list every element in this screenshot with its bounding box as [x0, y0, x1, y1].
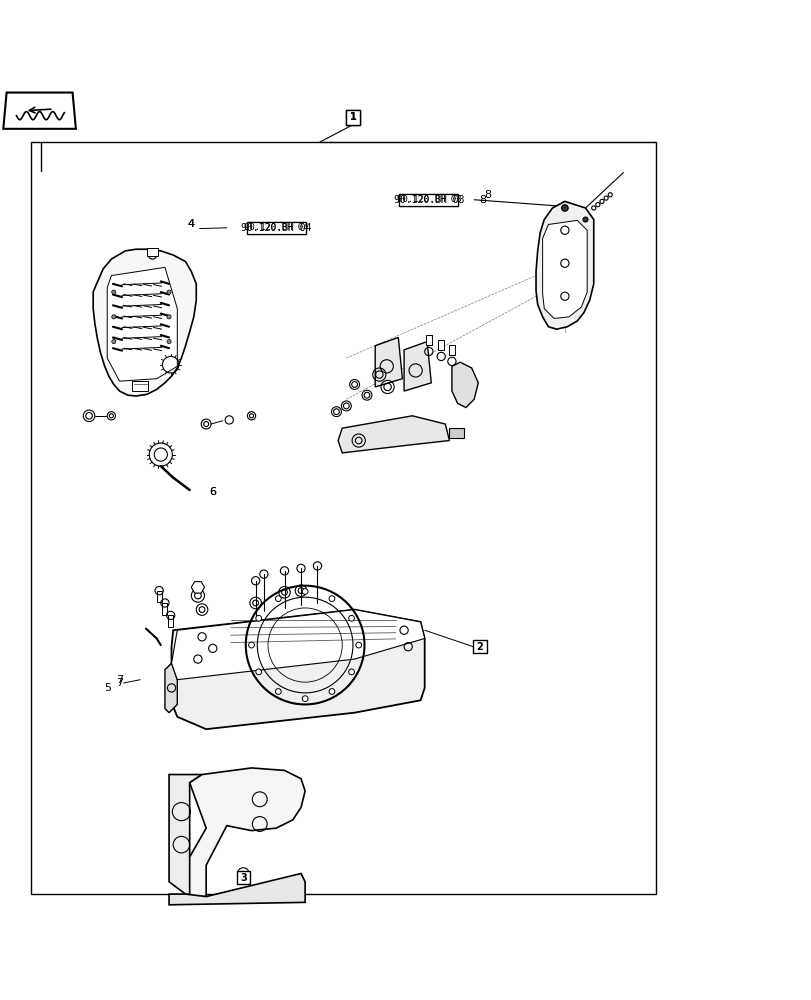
Polygon shape [107, 267, 177, 381]
Polygon shape [171, 610, 424, 680]
Text: 1: 1 [350, 112, 356, 122]
Bar [247, 222, 306, 234]
Bar [448, 428, 464, 438]
Bar [399, 194, 457, 206]
Circle shape [275, 689, 281, 694]
Polygon shape [93, 249, 196, 396]
Circle shape [348, 669, 354, 675]
Polygon shape [165, 663, 177, 713]
Text: 4: 4 [187, 219, 195, 229]
Text: 3: 3 [239, 873, 247, 883]
Circle shape [561, 205, 568, 211]
Text: 2: 2 [476, 642, 483, 652]
Bar [345, 110, 360, 125]
Circle shape [328, 596, 334, 602]
Text: 90.120.BH 04: 90.120.BH 04 [241, 223, 311, 233]
Circle shape [328, 689, 334, 694]
Circle shape [167, 315, 171, 319]
Bar [425, 335, 431, 345]
Circle shape [275, 596, 281, 602]
Bar [448, 345, 455, 355]
Text: 7: 7 [116, 678, 123, 688]
Bar [399, 194, 457, 206]
Text: 90.120.BH 04: 90.120.BH 04 [244, 223, 308, 232]
Bar [345, 110, 360, 125]
Text: 3: 3 [239, 873, 247, 883]
Circle shape [302, 589, 307, 594]
Circle shape [355, 642, 361, 648]
Circle shape [255, 615, 261, 621]
Circle shape [167, 290, 171, 294]
Text: 8: 8 [483, 190, 491, 200]
Bar [473, 640, 486, 653]
Bar [247, 222, 306, 234]
Circle shape [255, 669, 261, 675]
Polygon shape [404, 342, 431, 391]
Circle shape [302, 696, 307, 702]
Polygon shape [190, 768, 305, 897]
Text: 4: 4 [187, 219, 195, 229]
Text: 8: 8 [478, 195, 486, 205]
Polygon shape [542, 220, 586, 318]
Polygon shape [535, 201, 593, 329]
Text: 6: 6 [209, 487, 216, 497]
Text: 2: 2 [476, 642, 483, 652]
Circle shape [112, 340, 116, 344]
Polygon shape [169, 775, 206, 897]
Circle shape [112, 315, 116, 319]
Text: 7: 7 [116, 675, 123, 685]
Polygon shape [191, 582, 204, 593]
Circle shape [248, 642, 254, 648]
Polygon shape [3, 93, 75, 129]
Text: 90.120.BH 03: 90.120.BH 03 [396, 195, 461, 204]
Polygon shape [452, 362, 478, 408]
Polygon shape [171, 610, 424, 729]
Text: 1: 1 [350, 112, 356, 122]
Circle shape [348, 615, 354, 621]
Polygon shape [375, 337, 402, 387]
Text: 5: 5 [105, 683, 111, 693]
Text: 90.120.BH 03: 90.120.BH 03 [393, 195, 464, 205]
Bar [131, 381, 148, 391]
Bar [162, 603, 167, 615]
Bar [147, 248, 158, 256]
Circle shape [582, 217, 587, 222]
Bar [157, 591, 161, 602]
Circle shape [112, 290, 116, 294]
Bar [168, 615, 173, 627]
Bar [236, 871, 250, 884]
Circle shape [167, 340, 171, 344]
Bar [437, 340, 444, 350]
Polygon shape [169, 873, 305, 905]
Text: 6: 6 [209, 487, 216, 497]
Polygon shape [337, 416, 448, 453]
